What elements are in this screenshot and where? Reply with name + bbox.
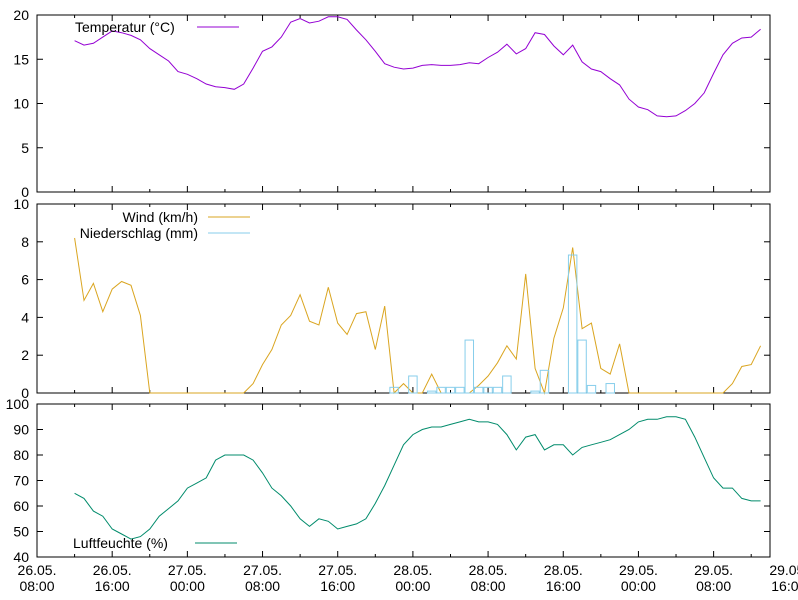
precip-bar [408,375,418,394]
series-line [74,416,761,540]
y-tick-label: 100 [6,396,30,412]
precip-bar [464,339,475,394]
x-tick-label-time: 08:00 [245,578,280,594]
x-tick-label-time: 00:00 [395,578,430,594]
legend-label: Temperatur (°C) [75,19,175,35]
y-tick-label: 6 [21,272,29,288]
x-tick-label-date: 26.05. [18,562,57,578]
y-tick-label: 0 [21,385,29,401]
x-tick-label-time: 00:00 [170,578,205,594]
precip-bar [426,390,437,394]
precip-bar [436,386,446,394]
precip-bar [455,386,465,394]
precip-bar [483,386,493,394]
precip-bar [539,369,550,394]
x-tick-label-date: 27.05. [318,562,357,578]
x-tick-label-date: 29.05. [694,562,733,578]
x-tick-label-date: 29.05. [769,562,798,578]
x-tick-label-date: 27.05. [168,562,207,578]
y-tick-label: 2 [21,347,29,363]
y-tick-label: 15 [13,51,29,67]
x-tick-label-date: 28.05. [469,562,508,578]
series-line [74,16,761,118]
x-tick-label-date: 28.05. [393,562,432,578]
precip-bar [492,386,503,394]
y-tick-label: 10 [13,96,29,112]
plot-frame [36,14,771,193]
series-line [74,237,762,395]
y-tick-label: 20 [13,7,29,23]
x-tick-label-time: 16:00 [320,578,355,594]
x-tick-label-time: 16:00 [771,578,798,594]
y-tick-label: 5 [21,140,29,156]
precip-bar [567,254,578,394]
precip-bar [473,386,484,394]
y-tick-label: 90 [13,422,29,438]
precip-bar [445,386,456,394]
y-tick-label: 4 [21,309,29,325]
x-tick-label-date: 28.05. [544,562,583,578]
y-tick-label: 8 [21,234,29,250]
precip-bar [530,390,540,394]
x-tick-label-time: 16:00 [95,578,130,594]
x-tick-label-time: 08:00 [19,578,54,594]
legend-label: Luftfeuchte (%) [73,535,168,551]
y-tick-label: 60 [13,498,29,514]
y-tick-label: 70 [13,473,29,489]
x-tick-label-time: 08:00 [471,578,506,594]
y-tick-label: 50 [13,524,29,540]
x-tick-label-time: 16:00 [546,578,581,594]
precip-bar [502,375,512,394]
legend-label: Niederschlag (mm) [80,225,198,241]
x-tick-label-time: 08:00 [696,578,731,594]
legend-label: Wind (km/h) [123,209,198,225]
x-tick-label-date: 26.05. [93,562,132,578]
y-tick-label: 40 [13,549,29,565]
precip-bar [389,386,399,394]
y-tick-label: 0 [21,184,29,200]
precip-bar [605,383,615,394]
precip-bar [586,384,597,394]
y-tick-label: 80 [13,447,29,463]
x-tick-label-date: 27.05. [243,562,282,578]
x-tick-label-time: 00:00 [621,578,656,594]
precip-bar [577,339,587,394]
plot-frame [36,203,771,394]
y-tick-label: 10 [13,196,29,212]
x-tick-label-date: 29.05. [619,562,658,578]
